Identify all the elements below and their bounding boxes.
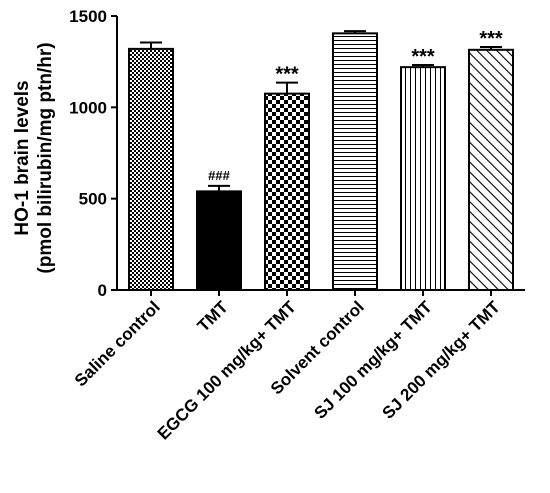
significance-annotation: ***	[275, 64, 299, 86]
y-axis: 0 500 1000 1500	[69, 7, 118, 300]
significance-annotation: ***	[411, 46, 435, 68]
significance-annotation: ###	[208, 168, 230, 183]
x-tick-label: TMT	[194, 297, 233, 336]
x-tick-label: Saline control	[71, 297, 164, 390]
y-tick-label: 1000	[69, 98, 107, 117]
bars: ### *** *** ***	[128, 28, 514, 291]
bar	[468, 48, 514, 291]
y-axis-label: HO-1 brain levels (pmol bilirubin/mg ptn…	[12, 42, 56, 273]
significance-annotation: ***	[479, 28, 503, 50]
bar-group: ***	[264, 64, 310, 291]
y-axis-label-line-2: (pmol bilirubin/mg ptn/hr)	[35, 42, 56, 273]
bar	[196, 190, 242, 291]
y-tick-label: 500	[79, 190, 107, 209]
bar-group	[128, 41, 174, 291]
bar	[264, 92, 310, 291]
y-tick-label: 0	[98, 281, 107, 300]
x-tick-label: EGCG 100 mg/kg+ TMT	[154, 297, 300, 443]
bar	[128, 47, 174, 291]
bar	[332, 32, 378, 291]
bar-group	[332, 30, 378, 291]
x-tick-label: SJ 100 mg/kg+ TMT	[310, 297, 436, 423]
bar-group: ###	[196, 168, 242, 291]
bar-group: ***	[468, 28, 514, 291]
bar	[400, 66, 446, 291]
y-tick-label: 1500	[69, 7, 107, 26]
y-axis-label-line-1: HO-1 brain levels	[12, 80, 33, 235]
bar-group: ***	[400, 46, 446, 291]
x-tick-label: SJ 200 mg/kg+ TMT	[378, 297, 504, 423]
